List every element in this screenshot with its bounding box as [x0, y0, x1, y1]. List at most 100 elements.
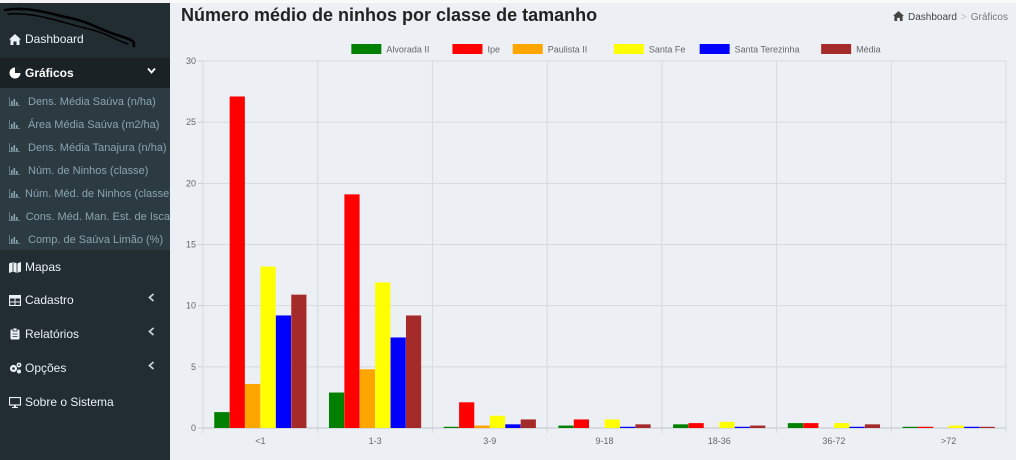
submenu-item-label: Área Média Saúva (m2/ha): [28, 118, 160, 131]
chevron-left-icon: [147, 327, 156, 339]
sidebar-item-opcoes[interactable]: Opções: [0, 353, 170, 383]
y-tick-label: 20: [186, 178, 196, 188]
bar-chart-icon: [9, 235, 23, 244]
bar: [573, 419, 589, 428]
x-tick-label: 36-72: [822, 436, 845, 446]
bar: [902, 426, 918, 428]
chevron-down-icon: [147, 66, 156, 78]
bar: [344, 194, 360, 428]
bar: [964, 426, 980, 428]
sidebar-item-label: Opções: [25, 361, 67, 375]
bar-chart-icon: [9, 97, 23, 106]
legend-swatch: [699, 44, 730, 54]
cogs-icon: [8, 361, 22, 375]
graficos-submenu: Dens. Média Saúva (n/ha) Área Média Saúv…: [0, 88, 170, 250]
x-tick-label: <1: [255, 436, 265, 446]
submenu-item-dens-media-tanajura[interactable]: Dens. Média Tanajura (n/ha): [0, 136, 170, 159]
bar: [719, 421, 735, 428]
submenu-item-label: Dens. Média Saúva (n/ha): [28, 95, 156, 108]
submenu-item-num-ninhos[interactable]: Núm. de Ninhos (classe): [0, 159, 170, 182]
bar: [803, 423, 819, 428]
sidebar-item-mapas[interactable]: Mapas: [0, 252, 170, 282]
legend-label: Santa Terezinha: [735, 45, 800, 55]
bar: [750, 425, 766, 428]
legend-swatch: [452, 44, 483, 54]
submenu-item-dens-media-sauva[interactable]: Dens. Média Saúva (n/ha): [0, 90, 170, 113]
bar: [359, 369, 375, 428]
submenu-item-area-media-sauva[interactable]: Área Média Saúva (m2/ha): [0, 113, 170, 136]
bar: [291, 294, 307, 428]
bar: [390, 337, 406, 428]
bar: [260, 266, 276, 428]
x-tick-label: 9-18: [595, 436, 613, 446]
bar: [688, 423, 704, 428]
bar: [948, 425, 964, 428]
main-content: Número médio de ninhos por classe de tam…: [170, 0, 1016, 460]
sidebar-item-label: Gráficos: [25, 66, 74, 80]
bar-chart-icon: [9, 166, 23, 175]
bar: [787, 423, 804, 428]
bar: [734, 426, 750, 428]
sidebar-item-relatorios[interactable]: Relatórios: [0, 319, 170, 349]
page-title: Número médio de ninhos por classe de tam…: [181, 5, 598, 25]
bar: [520, 419, 536, 428]
submenu-item-label: Comp. de Saúva Limão (%): [28, 233, 164, 246]
bar: [558, 425, 574, 428]
legend-label: Paulista II: [548, 45, 588, 55]
sidebar-item-sobre[interactable]: Sobre o Sistema: [0, 387, 170, 417]
submenu-item-num-med-ninhos[interactable]: Núm. Méd. de Ninhos (classe): [0, 182, 170, 205]
y-tick-label: 15: [186, 240, 196, 250]
y-tick-label: 25: [186, 117, 196, 127]
map-icon: [8, 260, 22, 274]
bar: [673, 424, 689, 428]
legend-swatch: [351, 44, 382, 54]
sidebar-item-label: Sobre o Sistema: [25, 395, 114, 409]
submenu-item-label: Dens. Média Tanajura (n/ha): [28, 141, 167, 154]
submenu-item-cons-med-isca[interactable]: Cons. Méd. Man. Est. de Isca: [0, 205, 170, 228]
x-tick-label: 18-36: [708, 436, 731, 446]
bar: [489, 415, 506, 428]
submenu-item-label: Núm. Méd. de Ninhos (classe): [25, 187, 170, 200]
x-tick-label: >72: [941, 436, 956, 446]
sidebar-item-dashboard[interactable]: Dashboard: [0, 24, 170, 54]
legend-label: Santa Fe: [649, 45, 686, 55]
x-tick-label: 1-3: [369, 436, 382, 446]
bar: [474, 425, 490, 428]
bar: [459, 402, 475, 428]
sidebar-item-cadastro[interactable]: Cadastro: [0, 285, 170, 315]
bar: [405, 315, 422, 428]
breadcrumb-current: Gráficos: [970, 12, 1008, 23]
bar: [604, 419, 620, 428]
scribble-mark: [3, 7, 136, 48]
bar: [849, 426, 865, 428]
breadcrumb-separator: >: [960, 12, 967, 23]
chevron-left-icon: [147, 361, 156, 373]
submenu-item-label: Núm. de Ninhos (classe): [28, 164, 149, 177]
bar-chart-icon: [9, 120, 23, 129]
submenu-item-comp-sauva-limao[interactable]: Comp. de Saúva Limão (%): [0, 228, 170, 250]
home-icon: [893, 11, 904, 24]
bar: [328, 392, 345, 428]
sidebar-item-label: Dashboard: [25, 32, 84, 46]
legend-label: Ipe: [487, 45, 500, 55]
breadcrumb-dashboard-link[interactable]: Dashboard: [908, 12, 957, 23]
bar: [214, 412, 230, 428]
sidebar-item-label: Relatórios: [25, 327, 80, 341]
home-icon: [8, 32, 22, 46]
breadcrumb: Dashboard > Gráficos: [893, 11, 1008, 24]
y-tick-label: 5: [191, 362, 196, 372]
y-tick-label: 0: [191, 423, 196, 433]
y-tick-label: 30: [186, 56, 196, 66]
bar-chart-icon: [9, 189, 20, 198]
clipboard-icon: [8, 327, 22, 341]
bar: [275, 315, 292, 428]
legend-swatch: [821, 44, 852, 54]
bar: [620, 426, 636, 428]
legend-swatch: [512, 44, 543, 54]
bar: [834, 423, 850, 428]
legend-swatch: [613, 44, 644, 54]
sidebar-item-graficos[interactable]: Gráficos: [0, 58, 170, 88]
sidebar-item-label: Mapas: [25, 260, 62, 274]
chevron-left-icon: [147, 293, 156, 305]
submenu-item-label: Cons. Méd. Man. Est. de Isca: [25, 210, 170, 223]
